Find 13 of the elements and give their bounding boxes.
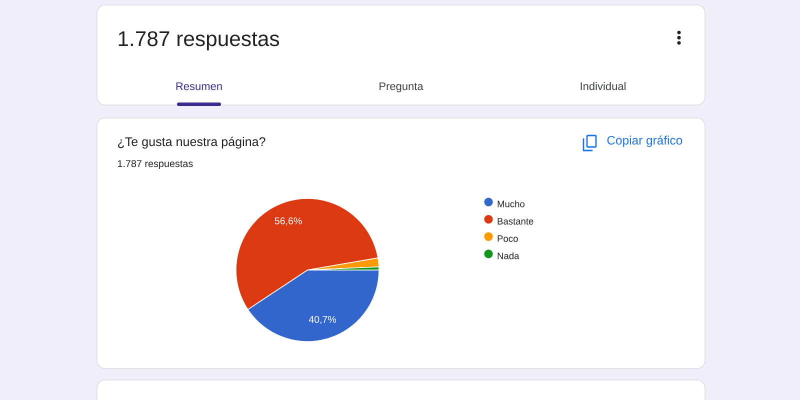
chart-title: ¿Te gusta nuestra página? xyxy=(118,136,266,149)
text: Copiar gráfico xyxy=(607,136,682,148)
text: 1.787 respuestas xyxy=(118,31,280,50)
data-label: 56,6% xyxy=(274,217,302,226)
text: Pregunta xyxy=(380,82,424,92)
legend-label: Poco xyxy=(498,235,518,242)
legend-label: Mucho xyxy=(498,200,525,208)
text: 1.787 respuestas xyxy=(118,160,193,170)
text: Individual xyxy=(580,82,626,90)
legend-label: Bastante xyxy=(498,218,534,225)
text: Resumen xyxy=(176,82,222,90)
legend-label: Nada xyxy=(498,252,520,260)
data-label: 40,7% xyxy=(308,316,336,324)
